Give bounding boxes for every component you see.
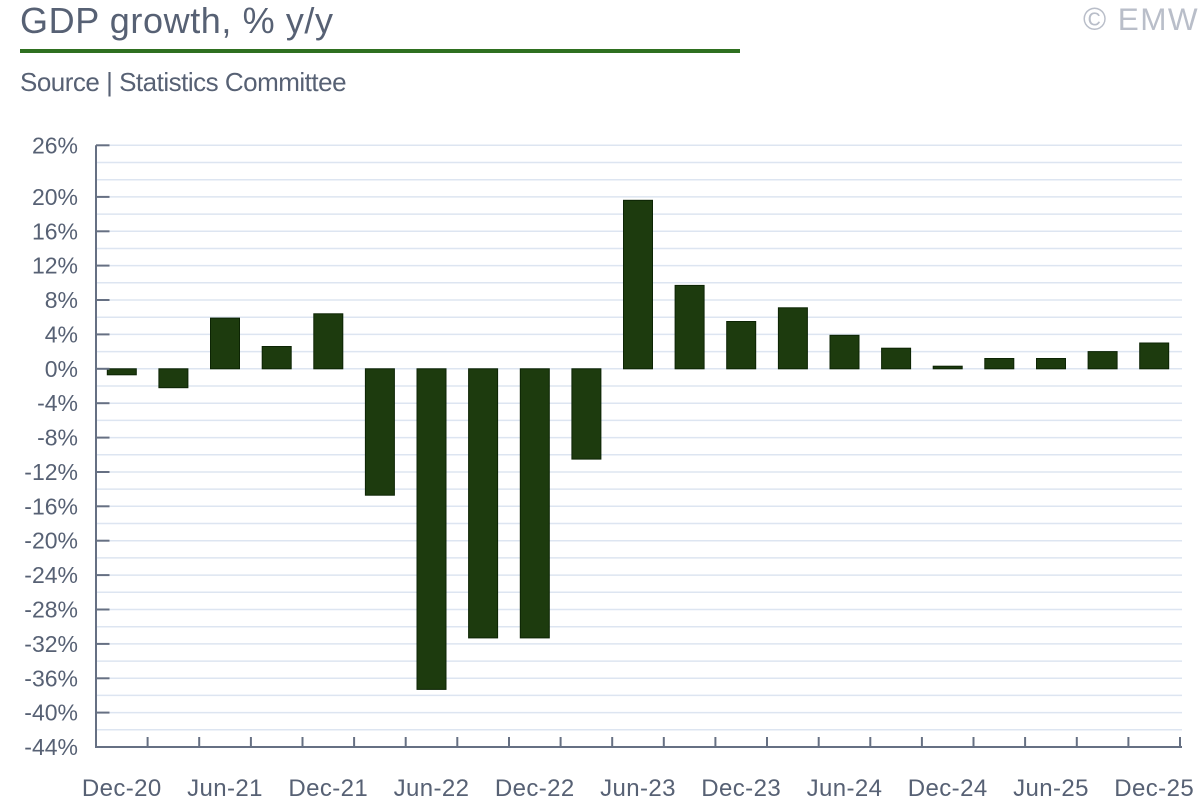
- svg-text:Source | Statistics Committee: Source | Statistics Committee: [20, 67, 346, 97]
- svg-text:0%: 0%: [45, 356, 78, 382]
- svg-text:Jun-25: Jun-25: [1013, 775, 1089, 800]
- svg-text:© EMW: © EMW: [1083, 1, 1199, 37]
- svg-text:Dec-25: Dec-25: [1114, 775, 1194, 800]
- svg-text:20%: 20%: [32, 184, 78, 210]
- svg-text:Dec-23: Dec-23: [701, 775, 781, 800]
- svg-text:-32%: -32%: [24, 631, 78, 657]
- svg-text:-44%: -44%: [24, 734, 78, 760]
- svg-text:Dec-21: Dec-21: [288, 775, 368, 800]
- svg-text:Dec-20: Dec-20: [82, 775, 162, 800]
- svg-text:Jun-21: Jun-21: [187, 775, 263, 800]
- svg-text:12%: 12%: [32, 253, 78, 279]
- svg-text:-12%: -12%: [24, 459, 78, 485]
- svg-text:26%: 26%: [32, 132, 78, 158]
- svg-text:8%: 8%: [45, 287, 78, 313]
- svg-text:Jun-24: Jun-24: [807, 775, 883, 800]
- svg-text:Jun-23: Jun-23: [600, 775, 676, 800]
- svg-text:-40%: -40%: [24, 700, 78, 726]
- svg-text:4%: 4%: [45, 321, 78, 347]
- svg-text:GDP growth, % y/y: GDP growth, % y/y: [20, 0, 334, 41]
- svg-text:-16%: -16%: [24, 493, 78, 519]
- svg-text:16%: 16%: [32, 218, 78, 244]
- svg-text:-8%: -8%: [37, 425, 78, 451]
- svg-text:Dec-24: Dec-24: [908, 775, 988, 800]
- svg-text:-28%: -28%: [24, 597, 78, 623]
- svg-text:Dec-22: Dec-22: [495, 775, 575, 800]
- svg-text:-24%: -24%: [24, 562, 78, 588]
- svg-text:-4%: -4%: [37, 390, 78, 416]
- svg-text:-20%: -20%: [24, 528, 78, 554]
- svg-text:-36%: -36%: [24, 665, 78, 691]
- svg-text:Jun-22: Jun-22: [394, 775, 470, 800]
